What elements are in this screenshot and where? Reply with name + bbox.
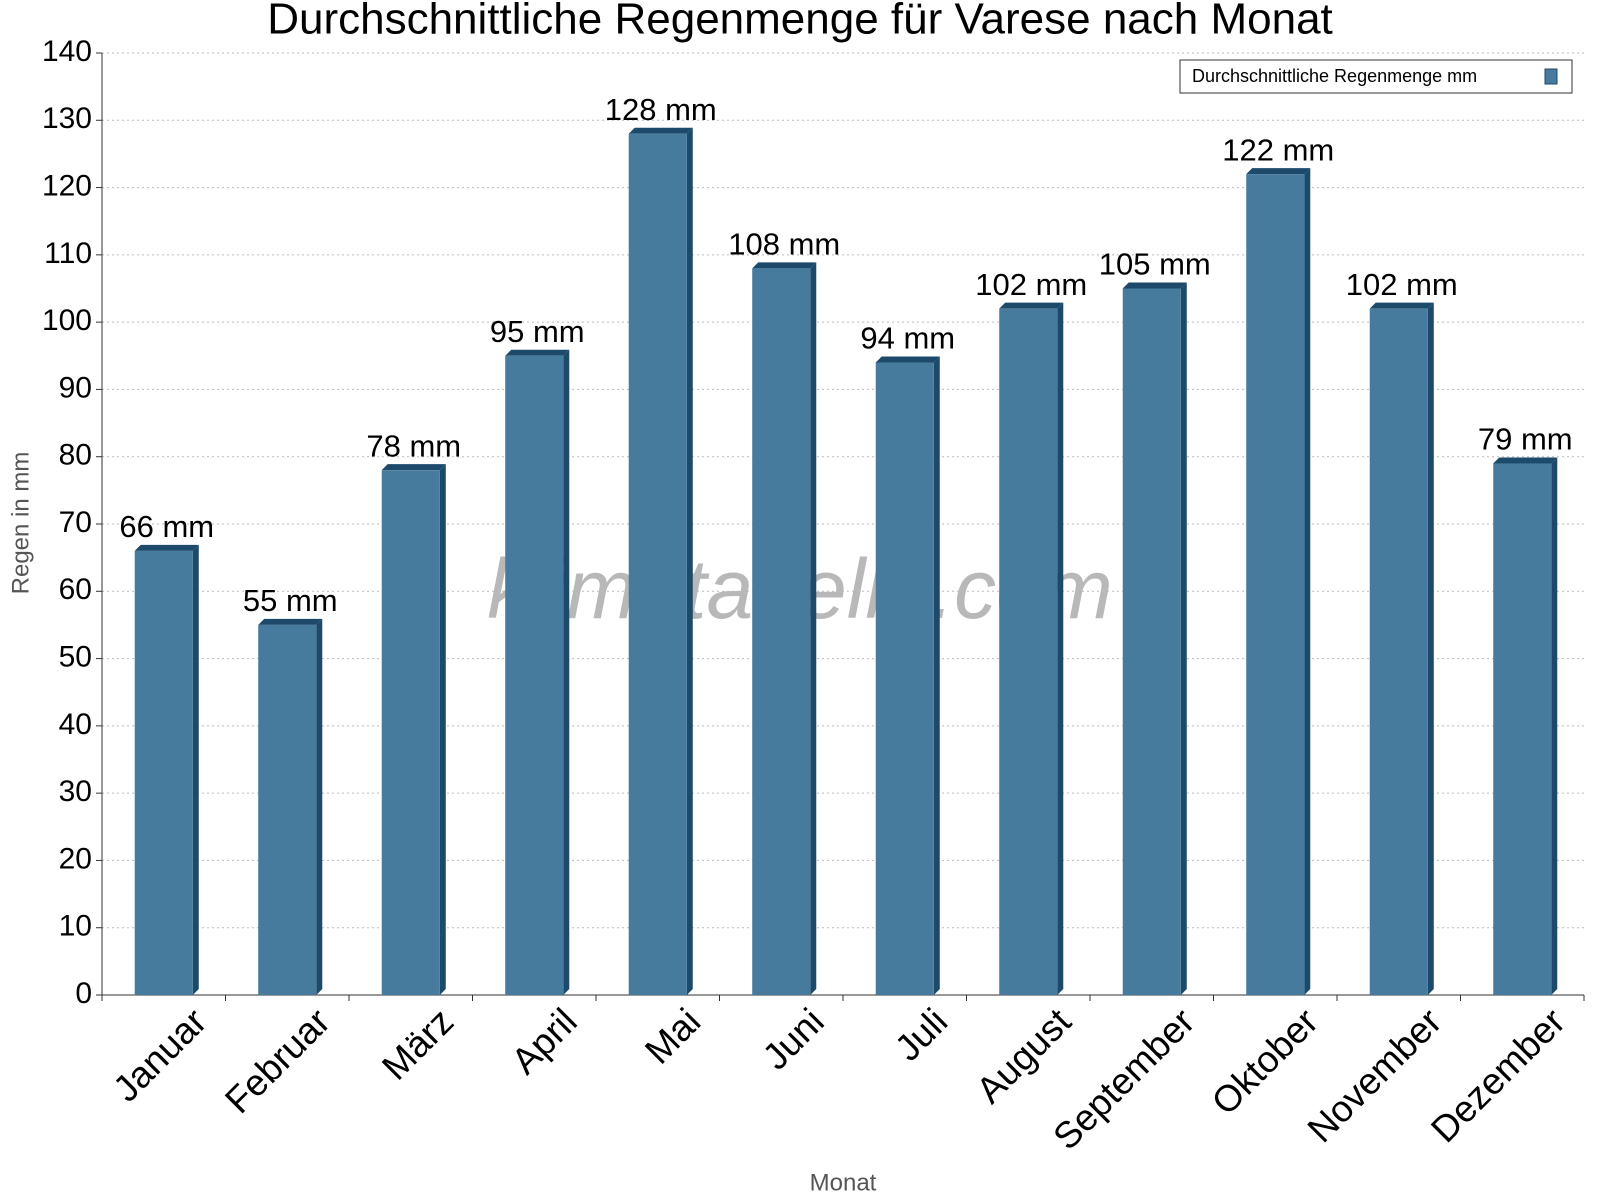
bar-side <box>192 544 199 995</box>
bar <box>628 133 687 995</box>
bar-top <box>134 544 199 551</box>
x-tick-label: Januar <box>105 1001 214 1110</box>
bar <box>258 624 317 995</box>
bar <box>1122 288 1181 995</box>
y-tick-label: 100 <box>42 304 92 337</box>
x-tick-label: April <box>503 1001 584 1082</box>
bar-top <box>752 262 817 269</box>
legend-swatch <box>1544 68 1558 85</box>
bar-side <box>1180 282 1187 995</box>
bar <box>381 470 440 996</box>
y-tick-label: 40 <box>59 708 92 741</box>
bar-side <box>810 262 817 995</box>
data-label: 102 mm <box>1346 267 1458 302</box>
bar-side <box>439 464 446 996</box>
x-tick-label: Oktober <box>1204 1001 1326 1123</box>
bar-top <box>1246 168 1311 175</box>
chart-title: Durchschnittliche Regenmenge für Varese … <box>267 0 1333 44</box>
bar-side <box>686 127 693 995</box>
y-tick-label: 70 <box>59 506 92 539</box>
legend-label: Durchschnittliche Regenmenge mm <box>1192 66 1477 86</box>
data-label: 102 mm <box>975 267 1087 302</box>
bar-side <box>1427 302 1434 996</box>
bar-top <box>258 618 323 625</box>
x-tick-label: August <box>968 1000 1079 1111</box>
bar-top <box>875 356 940 363</box>
bar-side <box>563 349 570 995</box>
x-tick-label: Juli <box>887 1001 955 1069</box>
y-tick-label: 60 <box>59 573 92 606</box>
data-label: 105 mm <box>1099 247 1211 282</box>
x-axis-label: Monat <box>810 1169 877 1196</box>
bar <box>752 268 811 995</box>
data-label: 79 mm <box>1478 422 1573 457</box>
data-label: 95 mm <box>490 314 585 349</box>
data-label: 122 mm <box>1222 132 1334 167</box>
y-tick-label: 20 <box>59 842 92 875</box>
data-label: 55 mm <box>243 583 338 618</box>
x-tick-label: Februar <box>217 1001 338 1122</box>
x-tick-label: Mai <box>637 1001 708 1072</box>
data-label: 66 mm <box>119 509 214 544</box>
bar <box>1493 463 1552 995</box>
bar-top <box>381 464 446 471</box>
data-label: 108 mm <box>728 227 840 262</box>
y-tick-label: 130 <box>42 102 92 135</box>
y-tick-label: 50 <box>59 640 92 673</box>
x-tick-label: Juni <box>755 1001 832 1078</box>
y-tick-label: 110 <box>44 237 92 270</box>
bar-side <box>1057 302 1064 996</box>
y-tick-label: 0 <box>75 977 92 1010</box>
y-tick-label: 80 <box>59 439 92 472</box>
legend-box <box>1179 59 1573 94</box>
data-label: 128 mm <box>605 92 717 127</box>
bar-side <box>1551 457 1558 995</box>
y-tick-label: 90 <box>59 371 92 404</box>
bar-side <box>316 618 323 995</box>
y-axis-label: Regen in mm <box>7 452 34 595</box>
bar <box>505 355 564 995</box>
data-label: 94 mm <box>860 321 955 356</box>
bar-top <box>1369 302 1434 309</box>
y-tick-label: 10 <box>59 910 92 943</box>
bar-top <box>999 302 1064 309</box>
bar-side <box>933 356 940 995</box>
bar-top <box>505 349 570 356</box>
data-label: 78 mm <box>366 428 461 463</box>
bar <box>1369 308 1428 996</box>
bar <box>875 362 934 995</box>
bar-top <box>628 127 693 134</box>
bar-top <box>1493 457 1558 464</box>
y-tick-label: 140 <box>42 35 92 68</box>
y-tick-label: 120 <box>42 169 92 202</box>
bar <box>134 550 193 995</box>
bar <box>999 308 1058 996</box>
x-tick-label: März <box>374 1001 461 1088</box>
bar-top <box>1122 282 1187 289</box>
bar-side <box>1304 168 1311 996</box>
x-tick-label: Dezember <box>1423 1001 1573 1151</box>
legend: Durchschnittliche Regenmenge mm <box>1179 59 1573 94</box>
bar <box>1246 174 1305 996</box>
x-tick-label: November <box>1300 1001 1450 1151</box>
y-tick-label: 30 <box>59 775 92 808</box>
